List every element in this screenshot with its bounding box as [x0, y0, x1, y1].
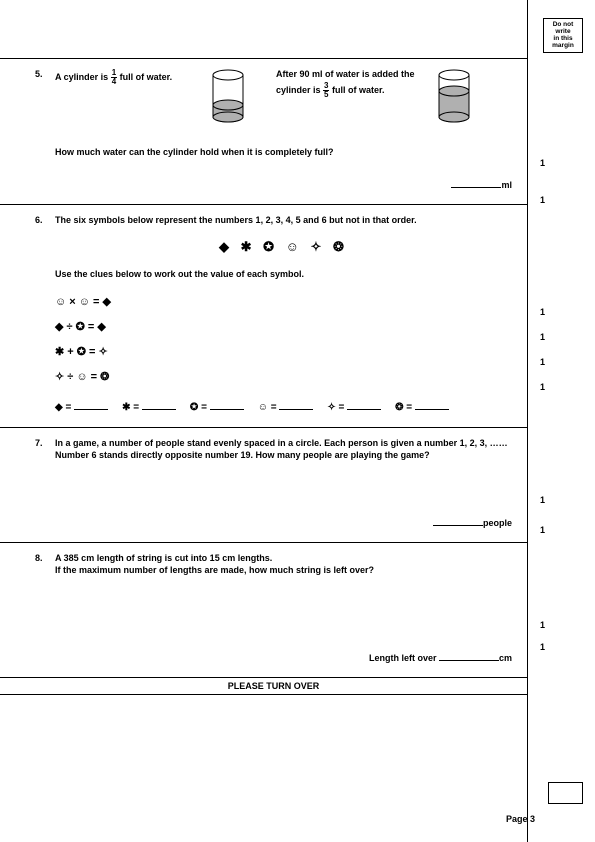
q8-unit: cm: [499, 653, 512, 663]
q8-line1: A 385 cm length of string is cut into 15…: [55, 553, 512, 563]
mark: 1: [540, 620, 545, 630]
question-7: 7. In a game, a number of people stand e…: [35, 428, 512, 542]
q6-sym-4: ☺: [258, 402, 268, 413]
q8-answer-label: Length left over: [369, 653, 437, 663]
q6-blank-1[interactable]: [74, 399, 108, 410]
question-5: 5. A cylinder is 14 full of water.: [35, 59, 512, 204]
q6-sym-6: ❂: [395, 402, 403, 413]
page-score-box: [548, 782, 583, 804]
margin-column: Do not write in this margin 1 1 1 1 1 1 …: [528, 0, 595, 842]
cylinder-icon-1: [210, 69, 246, 127]
question-6: 6. The six symbols below represent the n…: [35, 205, 512, 427]
q7-unit: people: [483, 518, 512, 528]
page-number: Page 3: [506, 814, 535, 824]
q8-number: 8.: [35, 553, 55, 667]
q6-sym-5: ✧: [327, 402, 335, 413]
q5-text-2b: cylinder is: [276, 85, 323, 95]
q6-blank-4[interactable]: [279, 399, 313, 410]
q8-answer-row: Length left over cm: [55, 575, 512, 667]
q6-clue-4: ✧ ÷ ☺ = ❂: [55, 364, 512, 389]
q6-sym-3: ✪: [190, 402, 198, 413]
q6-sym-2: ✱: [122, 402, 130, 413]
q6-blank-3[interactable]: [210, 399, 244, 410]
mark: 1: [540, 158, 545, 168]
q6-blank-5[interactable]: [347, 399, 381, 410]
margin-header: Do not write in this margin: [543, 18, 583, 53]
q7-answer-row: people: [55, 460, 512, 532]
mark: 1: [540, 332, 545, 342]
worksheet-page: 5. A cylinder is 14 full of water.: [0, 0, 595, 842]
q7-line1: In a game, a number of people stand even…: [55, 438, 512, 448]
q6-line1: The six symbols below represent the numb…: [55, 215, 512, 225]
q6-symbols-row: ◆ ✱ ✪ ☺ ✧ ❂: [55, 225, 512, 269]
q5-answer-row: ml: [55, 157, 512, 194]
cylinder-icon-2: [436, 69, 472, 127]
q5-text-2a: After 90 ml of water is added the: [276, 69, 436, 79]
q6-answer-row: ◆ = ✱ = ✪ = ☺ = ✧ = ❂ =: [55, 389, 512, 417]
q6-clue-3: ✱ + ✪ = ✧: [55, 339, 512, 364]
q8-body: A 385 cm length of string is cut into 15…: [55, 553, 512, 667]
q8-answer-blank[interactable]: [439, 650, 499, 661]
q5-text-1a: A cylinder is: [55, 72, 111, 82]
mark: 1: [540, 382, 545, 392]
q6-sym-1: ◆: [55, 402, 63, 413]
q6-clue-2: ◆ ÷ ✪ = ◆: [55, 314, 512, 339]
q8-line2: If the maximum number of lengths are mad…: [55, 565, 512, 575]
q6-body: The six symbols below represent the numb…: [55, 215, 512, 417]
mark: 1: [540, 357, 545, 367]
footer-text: PLEASE TURN OVER: [35, 678, 512, 694]
q5-answer-blank[interactable]: [451, 177, 501, 188]
q6-number: 6.: [35, 215, 55, 417]
q6-blank-6[interactable]: [415, 399, 449, 410]
q7-body: In a game, a number of people stand even…: [55, 438, 512, 532]
q5-text-1b: full of water.: [117, 72, 172, 82]
q6-clue-1: ☺ × ☺ = ◆: [55, 289, 512, 314]
mark: 1: [540, 307, 545, 317]
divider: [0, 694, 527, 695]
q5-text-3: How much water can the cylinder hold whe…: [55, 127, 512, 157]
mark: 1: [540, 642, 545, 652]
question-8: 8. A 385 cm length of string is cut into…: [35, 543, 512, 677]
q6-line2: Use the clues below to work out the valu…: [55, 269, 512, 279]
q7-number: 7.: [35, 438, 55, 532]
q7-line2: Number 6 stands directly opposite number…: [55, 450, 512, 460]
q5-unit: ml: [501, 180, 512, 190]
q5-number: 5.: [35, 69, 55, 194]
main-column: 5. A cylinder is 14 full of water.: [0, 0, 528, 842]
q7-answer-blank[interactable]: [433, 515, 483, 526]
mark: 1: [540, 525, 545, 535]
mark: 1: [540, 495, 545, 505]
mark: 1: [540, 195, 545, 205]
q5-body: A cylinder is 14 full of water.: [55, 69, 512, 194]
q5-text-2c: full of water.: [329, 85, 384, 95]
q6-blank-2[interactable]: [142, 399, 176, 410]
